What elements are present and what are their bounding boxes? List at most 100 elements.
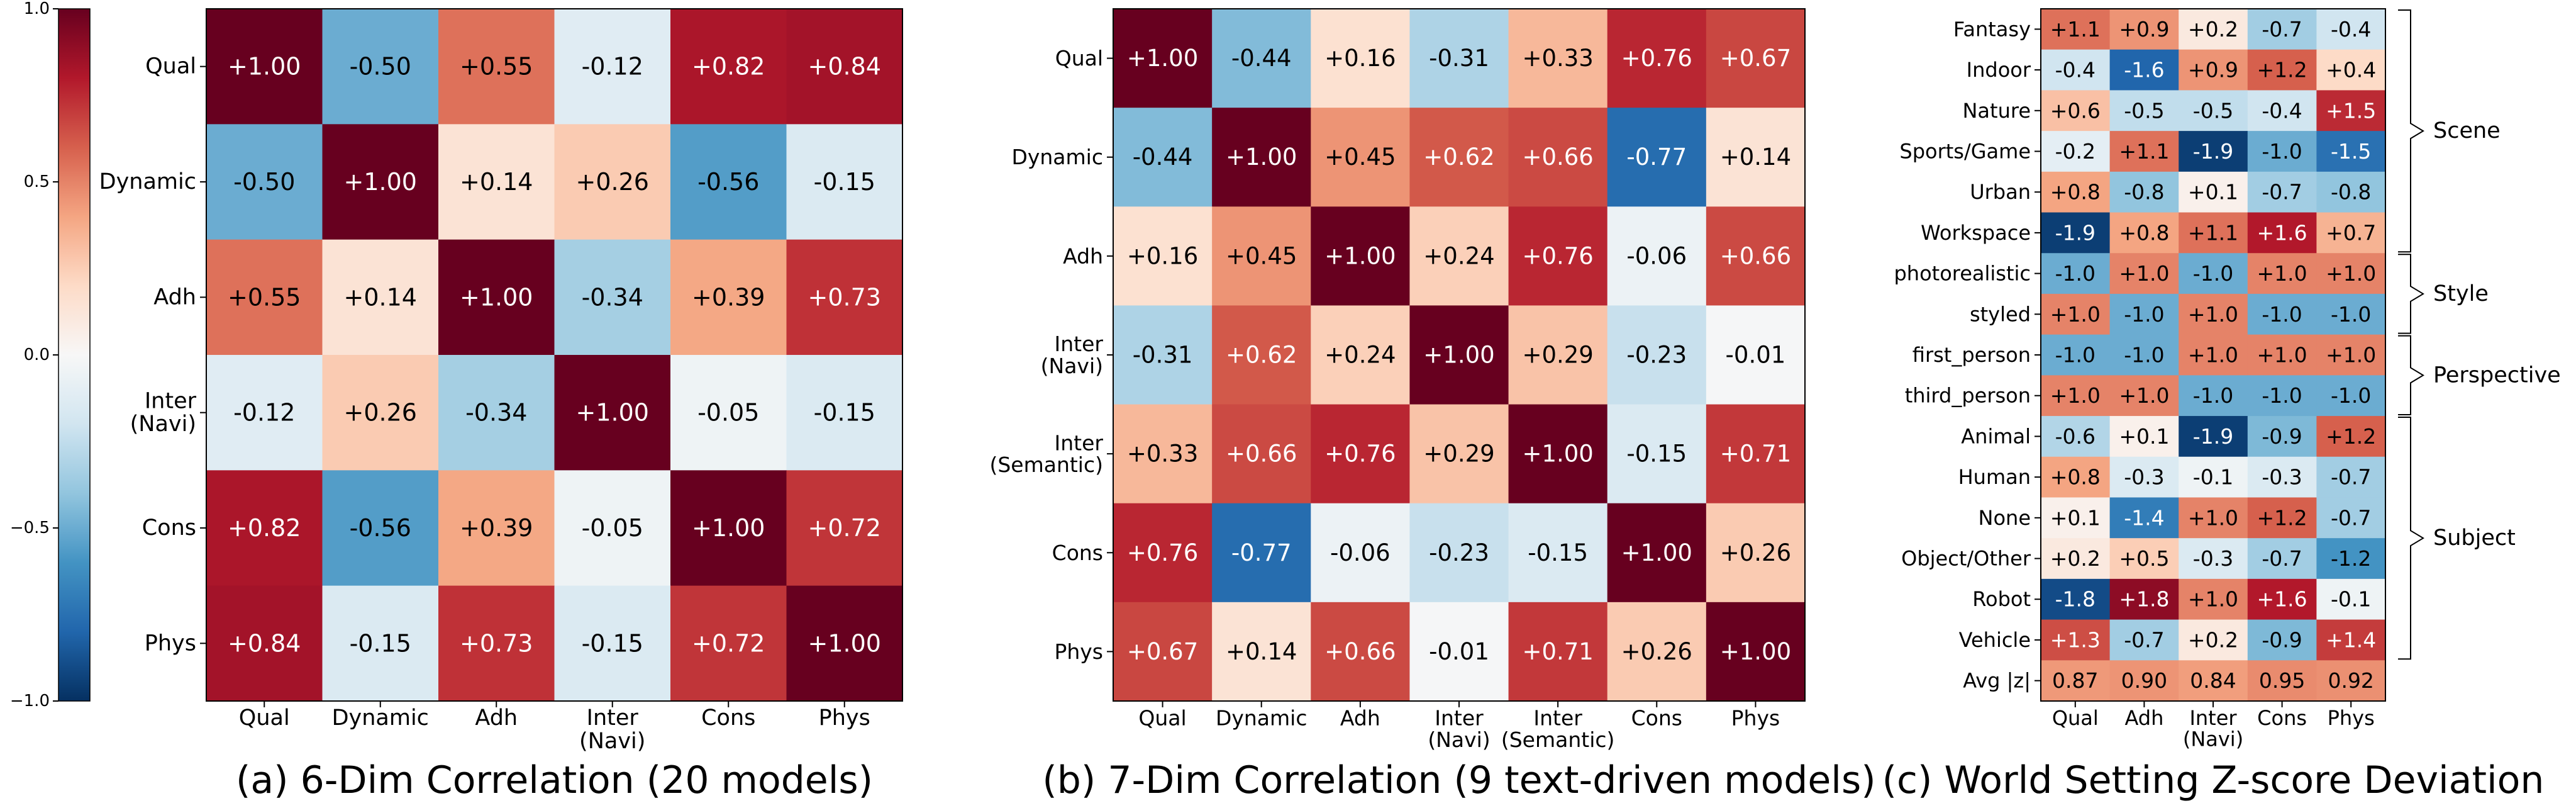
cell-value-label: +0.76 xyxy=(1522,242,1593,269)
cell-value-label: +0.1 xyxy=(2188,180,2238,205)
heatmap-cell xyxy=(2179,212,2248,254)
colorbar-tick-label: 1.0 xyxy=(24,0,50,18)
cell-value-label: -0.44 xyxy=(1231,45,1292,72)
heatmap-cell xyxy=(1706,602,1806,702)
column-label: (Navi) xyxy=(2183,727,2243,751)
heatmap-cell xyxy=(2316,212,2386,254)
heatmap-cell xyxy=(206,239,323,356)
cell-value-label: +1.00 xyxy=(692,514,765,542)
cell-value-label: +1.8 xyxy=(2119,587,2169,612)
cell-value-label: +0.4 xyxy=(2326,58,2376,82)
panel-a-6dim-correlation: +1.00 -0.50 +0.55 -0.12 +0.82 +0.84 -0.50 +1.00… xyxy=(99,8,903,802)
heatmap-cell xyxy=(1113,503,1213,603)
cell-value-label: -0.8 xyxy=(2331,180,2371,205)
colorbar-tick-label: −1.0 xyxy=(10,692,50,710)
cell-value-label: +1.0 xyxy=(2257,261,2307,286)
cell-value-label: -0.8 xyxy=(2124,180,2164,205)
heatmap-cell xyxy=(2316,293,2386,335)
cell-value-label: +1.0 xyxy=(2257,343,2307,368)
heatmap-cell xyxy=(2316,619,2386,661)
column-label: Phys xyxy=(1731,706,1780,731)
column-label: Qual xyxy=(2052,706,2099,730)
row-label: Phys xyxy=(145,631,196,656)
cell-value-label: -0.77 xyxy=(1231,539,1292,566)
heatmap-cell xyxy=(2247,293,2317,335)
cell-value-label: -0.4 xyxy=(2331,17,2371,42)
heatmap-cell xyxy=(322,470,439,586)
heatmap-cell xyxy=(1607,404,1707,504)
column-label: Qual xyxy=(239,705,290,731)
heatmap-cell xyxy=(1508,9,1608,108)
cell-value-label: +0.16 xyxy=(1127,242,1198,269)
row-label: Fantasy xyxy=(1953,17,2031,41)
cell-value-label: -0.1 xyxy=(2331,587,2371,612)
cell-value-label: -1.0 xyxy=(2262,383,2302,408)
cell-value-label: +0.26 xyxy=(576,168,649,196)
cell-value-label: -0.4 xyxy=(2055,58,2096,82)
cell-value-label: +0.5 xyxy=(2119,546,2169,571)
heatmap-cell xyxy=(2316,334,2386,376)
heatmap-cell xyxy=(1311,305,1411,405)
cell-value-label: -1.0 xyxy=(2124,302,2164,327)
heatmap-cell xyxy=(2247,538,2317,580)
cell-value-label: -0.15 xyxy=(350,629,411,657)
row-label: Vehicle xyxy=(1959,628,2031,652)
heatmap-cell xyxy=(1607,602,1707,702)
cell-value-label: +0.45 xyxy=(1226,242,1297,269)
heatmap-cell xyxy=(1409,305,1509,405)
cell-value-label: +1.00 xyxy=(1127,45,1198,72)
cell-value-label: -0.7 xyxy=(2262,17,2302,42)
cell-value-label: +0.9 xyxy=(2188,58,2238,82)
cell-value-label: +1.1 xyxy=(2119,139,2169,164)
heatmap-cell xyxy=(2109,253,2179,295)
cell-value-label: +0.76 xyxy=(1324,440,1396,468)
cell-value-label: +0.55 xyxy=(460,53,533,81)
row-label: Urban xyxy=(1970,180,2031,204)
heatmap-cell xyxy=(2109,212,2179,254)
cell-value-label: +1.2 xyxy=(2257,505,2307,530)
row-label: Phys xyxy=(1054,639,1103,664)
heatmap-cell xyxy=(2041,131,2111,172)
colorbar: 1.0 0.5 0.0 −0.5 −1.0 xyxy=(10,0,91,710)
cell-value-label: +1.00 xyxy=(1522,440,1593,468)
row-label: photorealistic xyxy=(1894,262,2031,286)
heatmap-cell xyxy=(322,124,439,240)
heatmap-cell xyxy=(2316,9,2386,50)
row-label: Object/Other xyxy=(1901,547,2031,571)
group-label: Subject xyxy=(2433,525,2516,551)
heatmap-cell xyxy=(2179,131,2248,172)
cell-value-label: +0.72 xyxy=(692,629,765,657)
cell-value-label: +0.33 xyxy=(1127,440,1198,468)
heatmap-cell xyxy=(1212,404,1311,504)
cell-value-label: +1.5 xyxy=(2326,98,2376,123)
row-label: Inter xyxy=(145,388,197,413)
heatmap-cell xyxy=(1409,503,1509,603)
heatmap-cell xyxy=(2041,212,2111,254)
cell-value-label: -0.6 xyxy=(2055,424,2096,449)
cell-value-label: +1.0 xyxy=(2119,383,2169,408)
cell-value-label: +0.84 xyxy=(808,53,881,81)
heatmap-cell xyxy=(2109,131,2179,172)
heatmap-cell xyxy=(2247,9,2317,50)
cell-value-label: -0.50 xyxy=(233,168,295,196)
cell-value-label: 0.95 xyxy=(2259,668,2305,693)
row-label: Cons xyxy=(1052,541,1103,565)
heatmap-cell xyxy=(2109,9,2179,50)
cell-value-label: -0.77 xyxy=(1626,143,1687,171)
cell-value-label: 0.84 xyxy=(2190,668,2236,693)
heatmap-frame xyxy=(206,8,903,702)
cell-value-label: +1.0 xyxy=(2188,587,2238,612)
cell-value-label: +0.66 xyxy=(1324,638,1396,665)
cell-value-label: +0.2 xyxy=(2188,17,2238,42)
cell-value-label: -1.0 xyxy=(2193,383,2233,408)
row-label: Indoor xyxy=(1967,58,2031,82)
cell-value-label: -1.4 xyxy=(2124,505,2164,530)
heatmap-cell xyxy=(2247,131,2317,172)
colorbar-tick-label: −0.5 xyxy=(10,519,50,537)
row-label: Adh xyxy=(153,284,196,310)
row-label: Inter xyxy=(1055,430,1104,455)
cell-value-label: -0.06 xyxy=(1330,539,1391,566)
heatmap-cell xyxy=(2316,538,2386,580)
cell-value-label: +0.1 xyxy=(2050,505,2101,530)
heatmap-cell xyxy=(1113,9,1213,108)
